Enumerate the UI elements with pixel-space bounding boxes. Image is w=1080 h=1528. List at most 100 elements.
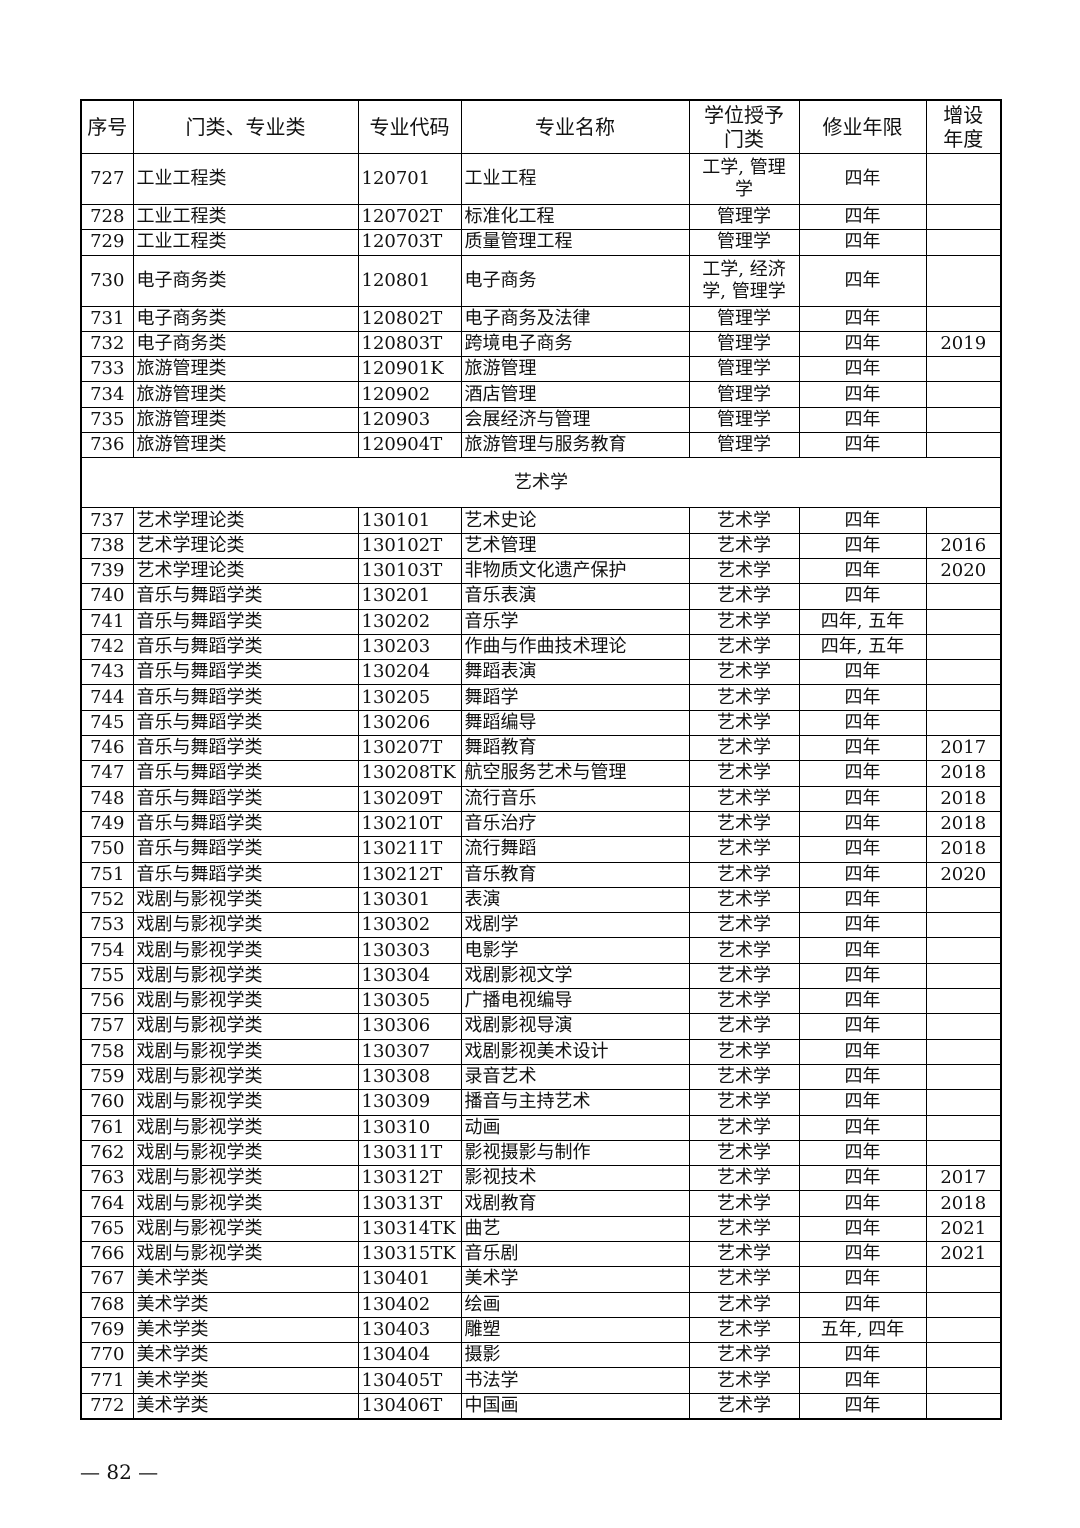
cell-major-name: 舞蹈编导 — [460, 709, 690, 737]
cell-major-name: 摄影 — [460, 1342, 690, 1369]
cell-major-name: 音乐学 — [460, 608, 690, 635]
cell-major-name: 标准化工程 — [460, 203, 690, 231]
cell-serial: 762 — [80, 1139, 134, 1167]
cell-duration: 四年 — [798, 356, 927, 383]
cell-year-added: 2020 — [925, 557, 1002, 585]
cell-code: 130206 — [357, 709, 462, 737]
cell-serial: 746 — [80, 735, 134, 762]
cell-year-added — [925, 1367, 1002, 1394]
cell-category: 工业工程类 — [132, 203, 359, 231]
cell-serial: 758 — [80, 1038, 134, 1065]
table-row: 742 音乐与舞蹈学类 130203 作曲与作曲技术理论 艺术学 四年, 五年 — [80, 633, 1002, 661]
cell-duration: 四年 — [798, 861, 927, 888]
cell-code: 130301 — [357, 886, 462, 914]
header-category: 门类、专业类 — [132, 99, 359, 154]
cell-code: 130103T — [357, 557, 462, 585]
cell-duration: 四年 — [798, 1013, 927, 1040]
cell-major-name: 戏剧学 — [460, 912, 690, 939]
cell-degree: 艺术学 — [688, 1342, 800, 1369]
cell-category: 戏剧与影视学类 — [132, 1038, 359, 1065]
cell-duration: 四年 — [798, 1063, 927, 1091]
cell-code: 120901K — [357, 356, 462, 383]
cell-year-added: 2020 — [925, 861, 1002, 888]
cell-year-added — [925, 1013, 1002, 1040]
cell-code: 120803T — [357, 330, 462, 358]
cell-category: 音乐与舞蹈学类 — [132, 861, 359, 888]
cell-category: 戏剧与影视学类 — [132, 937, 359, 964]
cell-year-added: 2018 — [925, 1190, 1002, 1217]
cell-duration: 四年 — [798, 1165, 927, 1192]
cell-major-name: 录音艺术 — [460, 1063, 690, 1091]
cell-year-added — [925, 633, 1002, 661]
cell-serial: 733 — [80, 356, 134, 383]
header-year: 增设年度 — [925, 99, 1002, 154]
cell-serial: 750 — [80, 836, 134, 863]
cell-year-added — [925, 507, 1002, 534]
cell-degree: 艺术学 — [688, 583, 800, 610]
cell-serial: 744 — [80, 684, 134, 711]
cell-major-name: 工业工程 — [460, 153, 690, 205]
cell-duration: 四年 — [798, 330, 927, 358]
cell-code: 130303 — [357, 937, 462, 964]
table-row: 743 音乐与舞蹈学类 130204 舞蹈表演 艺术学 四年 — [80, 659, 1002, 686]
cell-duration: 四年 — [798, 1038, 927, 1065]
cell-degree: 艺术学 — [688, 1013, 800, 1040]
cell-code: 130403 — [357, 1316, 462, 1344]
cell-code: 130302 — [357, 912, 462, 939]
cell-category: 音乐与舞蹈学类 — [132, 785, 359, 812]
table-body-management: 727 工业工程类 120701 工业工程 工学, 管理学 四年 728 工业工程类 12070… — [80, 153, 1002, 459]
cell-serial: 741 — [80, 608, 134, 635]
cell-major-name: 美术学 — [460, 1266, 690, 1293]
cell-year-added: 2018 — [925, 810, 1002, 838]
table-row: 747 音乐与舞蹈学类 130208TK 航空服务艺术与管理 艺术学 四年 2018 — [80, 760, 1002, 787]
cell-major-name: 中国画 — [460, 1392, 690, 1420]
cell-degree: 艺术学 — [688, 810, 800, 838]
header-name: 专业名称 — [460, 99, 690, 154]
cell-major-name: 影视技术 — [460, 1165, 690, 1192]
cell-degree: 艺术学 — [688, 1165, 800, 1192]
cell-serial: 752 — [80, 886, 134, 914]
cell-year-added — [925, 583, 1002, 610]
table-row: 736 旅游管理类 120904T 旅游管理与服务教育 管理学 四年 — [80, 432, 1002, 459]
table-row: 740 音乐与舞蹈学类 130201 音乐表演 艺术学 四年 — [80, 583, 1002, 610]
cell-serial: 742 — [80, 633, 134, 661]
cell-major-name: 雕塑 — [460, 1316, 690, 1344]
cell-major-name: 音乐表演 — [460, 583, 690, 610]
cell-category: 音乐与舞蹈学类 — [132, 810, 359, 838]
cell-duration: 四年 — [798, 583, 927, 610]
cell-code: 130405T — [357, 1367, 462, 1394]
cell-year-added: 2018 — [925, 760, 1002, 787]
cell-year-added — [925, 153, 1002, 205]
cell-duration: 四年 — [798, 684, 927, 711]
cell-serial: 727 — [80, 153, 134, 205]
cell-code: 130308 — [357, 1063, 462, 1091]
cell-major-name: 戏剧教育 — [460, 1190, 690, 1217]
table-row: 751 音乐与舞蹈学类 130212T 音乐教育 艺术学 四年 2020 — [80, 861, 1002, 888]
table-row: 772 美术学类 130406T 中国画 艺术学 四年 — [80, 1392, 1002, 1420]
cell-code: 130401 — [357, 1266, 462, 1293]
cell-degree: 艺术学 — [688, 1392, 800, 1420]
cell-category: 戏剧与影视学类 — [132, 1165, 359, 1192]
cell-category: 音乐与舞蹈学类 — [132, 684, 359, 711]
cell-degree: 艺术学 — [688, 1038, 800, 1065]
cell-duration: 四年 — [798, 659, 927, 686]
cell-duration: 四年 — [798, 709, 927, 737]
cell-major-name: 旅游管理 — [460, 356, 690, 383]
cell-year-added: 2021 — [925, 1240, 1002, 1268]
cell-code: 130309 — [357, 1089, 462, 1116]
cell-year-added — [925, 1063, 1002, 1091]
cell-major-name: 曲艺 — [460, 1215, 690, 1242]
cell-serial: 756 — [80, 988, 134, 1015]
cell-code: 130205 — [357, 684, 462, 711]
cell-category: 音乐与舞蹈学类 — [132, 836, 359, 863]
cell-year-added — [925, 659, 1002, 686]
cell-serial: 751 — [80, 861, 134, 888]
table-row: 727 工业工程类 120701 工业工程 工学, 管理学 四年 — [80, 153, 1002, 205]
cell-duration: 四年 — [798, 1139, 927, 1167]
cell-code: 130402 — [357, 1291, 462, 1318]
cell-year-added: 2016 — [925, 532, 1002, 559]
cell-duration: 四年 — [798, 1240, 927, 1268]
cell-major-name: 舞蹈表演 — [460, 659, 690, 686]
table-row: 745 音乐与舞蹈学类 130206 舞蹈编导 艺术学 四年 — [80, 709, 1002, 737]
cell-duration: 四年, 五年 — [798, 633, 927, 661]
